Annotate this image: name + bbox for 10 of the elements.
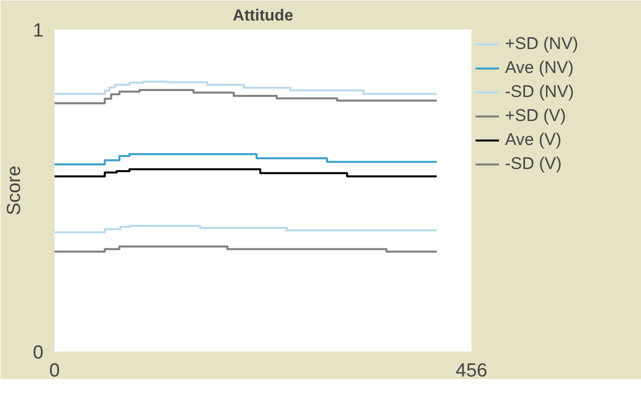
legend-label: -SD (V) xyxy=(505,154,562,174)
y-axis-title: Score xyxy=(4,166,25,216)
chart-title: Attitude xyxy=(232,8,294,24)
legend-label: Ave (V) xyxy=(505,130,562,150)
y-tick-label: 1 xyxy=(32,20,44,42)
legend-label: +SD (V) xyxy=(505,106,566,126)
legend-label: +SD (NV) xyxy=(505,34,578,54)
legend-label: -SD (NV) xyxy=(505,82,574,102)
legend-label: Ave (NV) xyxy=(505,58,574,78)
x-tick-label: 456 xyxy=(456,360,488,382)
